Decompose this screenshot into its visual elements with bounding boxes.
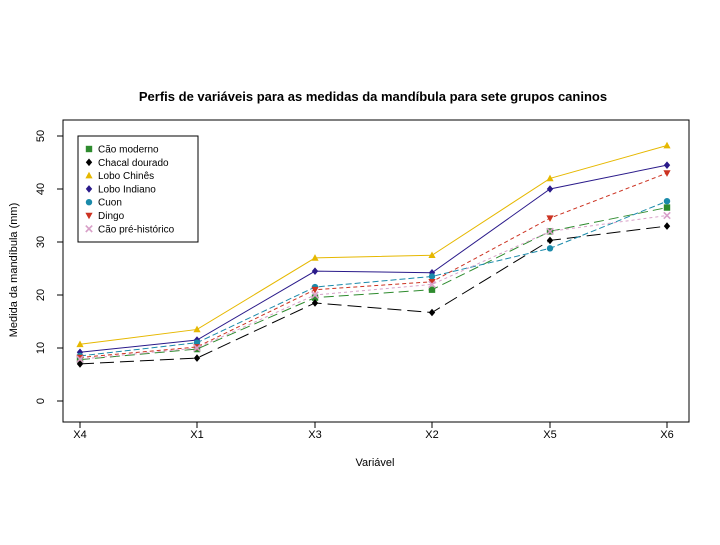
data-point (76, 355, 84, 363)
legend-label: Cão pré-histórico (98, 224, 175, 235)
legend-label: Lobo Indiano (98, 184, 156, 195)
y-tick-label: 50 (35, 130, 47, 142)
series-2 (76, 141, 671, 348)
data-point (663, 222, 671, 230)
data-point (311, 291, 319, 299)
legend-label: Cuon (98, 198, 122, 209)
data-point (428, 251, 436, 259)
data-point (76, 340, 84, 348)
data-point (546, 185, 554, 193)
data-point (193, 344, 201, 352)
data-point (428, 273, 436, 280)
series-1 (76, 222, 671, 368)
data-point (546, 174, 554, 182)
data-point (311, 299, 319, 307)
series-6 (76, 211, 671, 363)
axes: X4 X1 X3 X2 X5 X6 0 10 20 30 40 50 (35, 130, 674, 441)
y-tick-label: 30 (35, 236, 47, 248)
legend-label: Chacal dourado (98, 158, 169, 169)
series-line (79, 172, 668, 359)
legend: Cão moderno Chacal dourado Lobo Chinês Lobo… (77, 135, 199, 243)
legend-marker (85, 158, 93, 167)
data-point (428, 268, 436, 277)
series-line (79, 225, 668, 365)
data-point (663, 197, 671, 205)
legend-marker (85, 171, 93, 179)
cross-stroke (76, 355, 84, 363)
data-point (546, 236, 554, 245)
data-point (663, 170, 671, 177)
y-tick-label: 0 (35, 398, 47, 404)
y-axis-label: Medida da mandíbula (mm) (8, 203, 20, 338)
data-point (311, 254, 319, 261)
data-point (428, 286, 436, 293)
data-point (76, 348, 84, 357)
x-tick-label: X5 (543, 429, 556, 441)
legend-marker (85, 199, 93, 206)
data-point (193, 354, 201, 362)
data-point (311, 286, 319, 294)
series-line (79, 200, 668, 357)
y-tick-label: 40 (35, 183, 47, 195)
data-point (546, 245, 554, 252)
data-point (663, 204, 671, 211)
data-point (546, 227, 554, 236)
legend-label: Cão moderno (98, 145, 159, 156)
legend-marker (85, 225, 93, 233)
data-point (311, 267, 319, 275)
y-tick-label: 20 (35, 289, 47, 301)
cross-stroke (85, 225, 93, 233)
data-point (311, 294, 319, 301)
data-point (428, 308, 436, 317)
data-point (428, 280, 436, 289)
chart-title: Perfis de variáveis para as medidas da m… (139, 89, 607, 104)
x-tick-label: X6 (660, 429, 673, 441)
series-layer (76, 141, 671, 368)
legend-marker (85, 185, 93, 193)
series-line (79, 215, 668, 360)
data-point (663, 141, 671, 149)
legend-label: Dingo (98, 211, 125, 222)
data-point (546, 215, 554, 222)
y-tick-label: 10 (35, 342, 47, 354)
cross-stroke (546, 227, 554, 236)
data-point (663, 161, 671, 169)
data-point (428, 278, 436, 286)
data-point (663, 211, 671, 220)
series-line (79, 207, 668, 361)
legend-marker (85, 145, 93, 153)
x-tick-label: X2 (425, 429, 438, 441)
cross-stroke (428, 280, 436, 289)
x-tick-label: X4 (73, 429, 86, 441)
x-tick-label: X1 (190, 429, 203, 441)
cross-stroke (193, 344, 201, 352)
x-axis-label: Variável (356, 457, 395, 469)
series-line (79, 164, 668, 353)
data-point (76, 360, 84, 368)
legend-label: Lobo Chinês (98, 171, 154, 182)
legend-box (77, 135, 199, 243)
cross-stroke (311, 291, 319, 299)
series-line (79, 145, 668, 345)
data-point (193, 325, 201, 333)
x-tick-label: X3 (308, 429, 321, 441)
legend-marker (85, 212, 93, 220)
cross-stroke (663, 211, 671, 220)
